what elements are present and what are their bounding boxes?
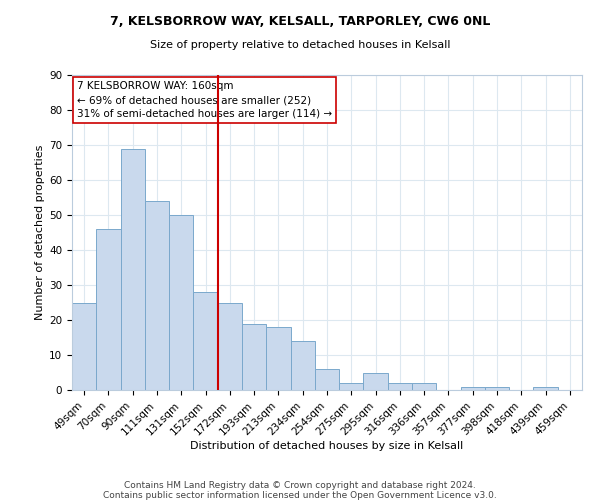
Bar <box>218 302 242 390</box>
Bar <box>485 386 509 390</box>
Bar <box>96 229 121 390</box>
Bar <box>533 386 558 390</box>
Bar <box>242 324 266 390</box>
Text: Contains public sector information licensed under the Open Government Licence v3: Contains public sector information licen… <box>103 491 497 500</box>
Text: Size of property relative to detached houses in Kelsall: Size of property relative to detached ho… <box>150 40 450 50</box>
Y-axis label: Number of detached properties: Number of detached properties <box>35 145 45 320</box>
Bar <box>461 386 485 390</box>
Bar <box>145 201 169 390</box>
Bar <box>266 327 290 390</box>
Bar <box>169 215 193 390</box>
Bar <box>121 148 145 390</box>
X-axis label: Distribution of detached houses by size in Kelsall: Distribution of detached houses by size … <box>190 440 464 450</box>
Bar <box>412 383 436 390</box>
Bar <box>72 302 96 390</box>
Text: Contains HM Land Registry data © Crown copyright and database right 2024.: Contains HM Land Registry data © Crown c… <box>124 481 476 490</box>
Bar <box>364 372 388 390</box>
Text: 7 KELSBORROW WAY: 160sqm
← 69% of detached houses are smaller (252)
31% of semi-: 7 KELSBORROW WAY: 160sqm ← 69% of detach… <box>77 82 332 120</box>
Text: 7, KELSBORROW WAY, KELSALL, TARPORLEY, CW6 0NL: 7, KELSBORROW WAY, KELSALL, TARPORLEY, C… <box>110 15 490 28</box>
Bar <box>315 369 339 390</box>
Bar <box>388 383 412 390</box>
Bar <box>339 383 364 390</box>
Bar <box>290 341 315 390</box>
Bar <box>193 292 218 390</box>
